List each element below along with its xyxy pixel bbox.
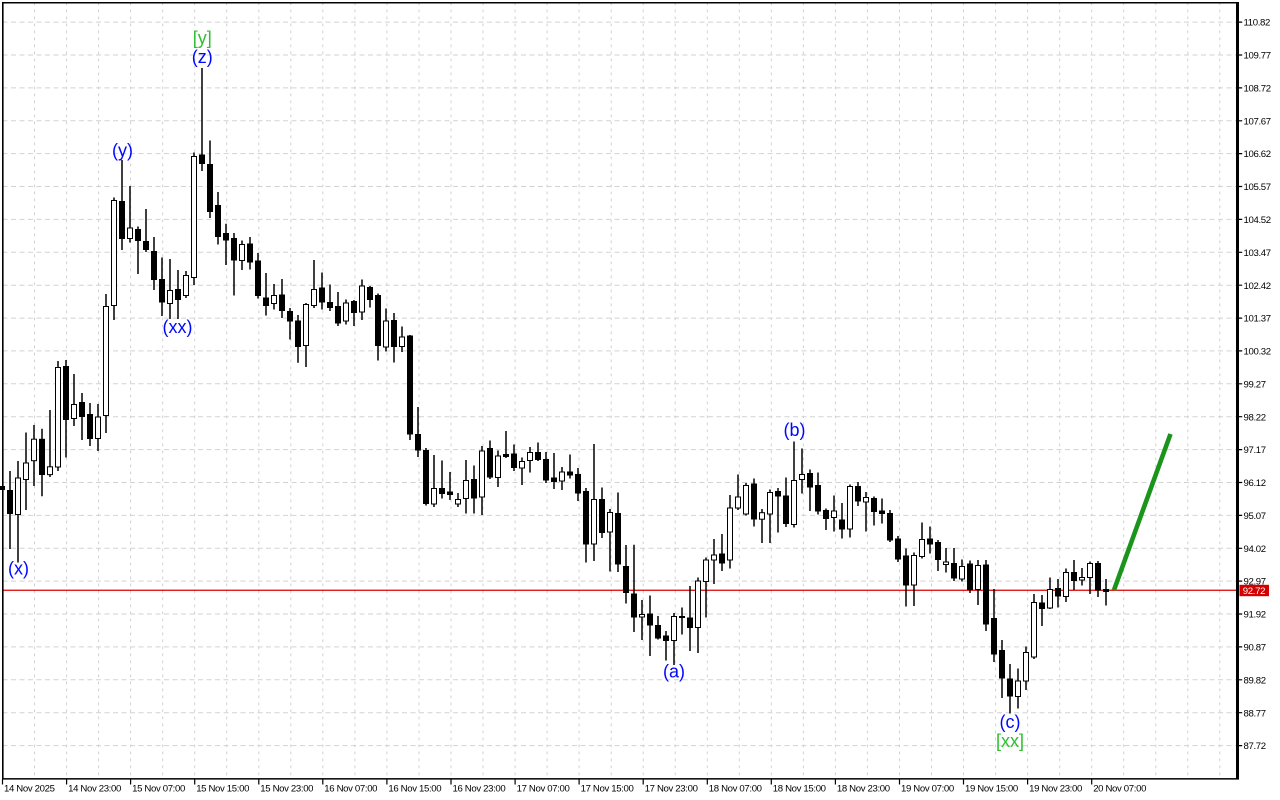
- svg-text:(b): (b): [784, 420, 806, 440]
- svg-text:(c): (c): [1000, 712, 1021, 732]
- svg-text:14 Nov 23:00: 14 Nov 23:00: [68, 784, 121, 795]
- svg-text:92.72: 92.72: [1243, 586, 1265, 597]
- svg-text:(a): (a): [663, 661, 685, 681]
- svg-text:109.77: 109.77: [1244, 51, 1271, 62]
- svg-text:88.77: 88.77: [1244, 708, 1266, 719]
- svg-text:95.07: 95.07: [1244, 511, 1266, 522]
- svg-text:(x): (x): [8, 559, 29, 579]
- svg-text:17 Nov 07:00: 17 Nov 07:00: [517, 784, 570, 795]
- svg-text:16 Nov 15:00: 16 Nov 15:00: [388, 784, 441, 795]
- svg-text:(xx): (xx): [163, 317, 193, 337]
- svg-text:100.32: 100.32: [1244, 347, 1271, 358]
- svg-text:19 Nov 15:00: 19 Nov 15:00: [965, 784, 1018, 795]
- svg-text:106.62: 106.62: [1244, 149, 1271, 160]
- svg-text:18 Nov 15:00: 18 Nov 15:00: [773, 784, 826, 795]
- svg-text:15 Nov 15:00: 15 Nov 15:00: [196, 784, 249, 795]
- svg-text:15 Nov 23:00: 15 Nov 23:00: [260, 784, 313, 795]
- svg-text:96.12: 96.12: [1244, 478, 1266, 489]
- svg-text:18 Nov 23:00: 18 Nov 23:00: [837, 784, 890, 795]
- svg-text:14 Nov 2025: 14 Nov 2025: [4, 784, 55, 795]
- svg-text:94.02: 94.02: [1244, 544, 1266, 555]
- svg-text:17 Nov 23:00: 17 Nov 23:00: [645, 784, 698, 795]
- svg-text:20 Nov 07:00: 20 Nov 07:00: [1093, 784, 1146, 795]
- svg-text:91.92: 91.92: [1244, 610, 1266, 621]
- svg-text:19 Nov 07:00: 19 Nov 07:00: [901, 784, 954, 795]
- svg-text:92.97: 92.97: [1244, 577, 1266, 588]
- svg-text:107.67: 107.67: [1244, 116, 1271, 127]
- svg-text:105.57: 105.57: [1244, 182, 1271, 193]
- svg-text:102.42: 102.42: [1244, 281, 1271, 292]
- svg-text:87.72: 87.72: [1244, 741, 1266, 752]
- svg-text:16 Nov 07:00: 16 Nov 07:00: [324, 784, 377, 795]
- svg-text:110.82: 110.82: [1244, 18, 1271, 29]
- svg-text:[y]: [y]: [193, 28, 212, 48]
- svg-text:(y): (y): [112, 141, 133, 161]
- svg-text:103.47: 103.47: [1244, 248, 1271, 259]
- svg-text:98.22: 98.22: [1244, 412, 1266, 423]
- svg-text:[xx]: [xx]: [996, 731, 1024, 751]
- svg-text:101.37: 101.37: [1244, 314, 1271, 325]
- svg-text:18 Nov 07:00: 18 Nov 07:00: [709, 784, 762, 795]
- svg-text:97.17: 97.17: [1244, 445, 1266, 456]
- svg-text:16 Nov 23:00: 16 Nov 23:00: [453, 784, 506, 795]
- svg-text:90.87: 90.87: [1244, 643, 1266, 654]
- svg-text:89.82: 89.82: [1244, 675, 1266, 686]
- svg-text:99.27: 99.27: [1244, 379, 1266, 390]
- svg-text:104.52: 104.52: [1244, 215, 1271, 226]
- svg-text:(z): (z): [192, 47, 213, 67]
- svg-text:108.72: 108.72: [1244, 84, 1271, 95]
- svg-text:19 Nov 23:00: 19 Nov 23:00: [1029, 784, 1082, 795]
- svg-text:15 Nov 07:00: 15 Nov 07:00: [132, 784, 185, 795]
- svg-text:17 Nov 15:00: 17 Nov 15:00: [581, 784, 634, 795]
